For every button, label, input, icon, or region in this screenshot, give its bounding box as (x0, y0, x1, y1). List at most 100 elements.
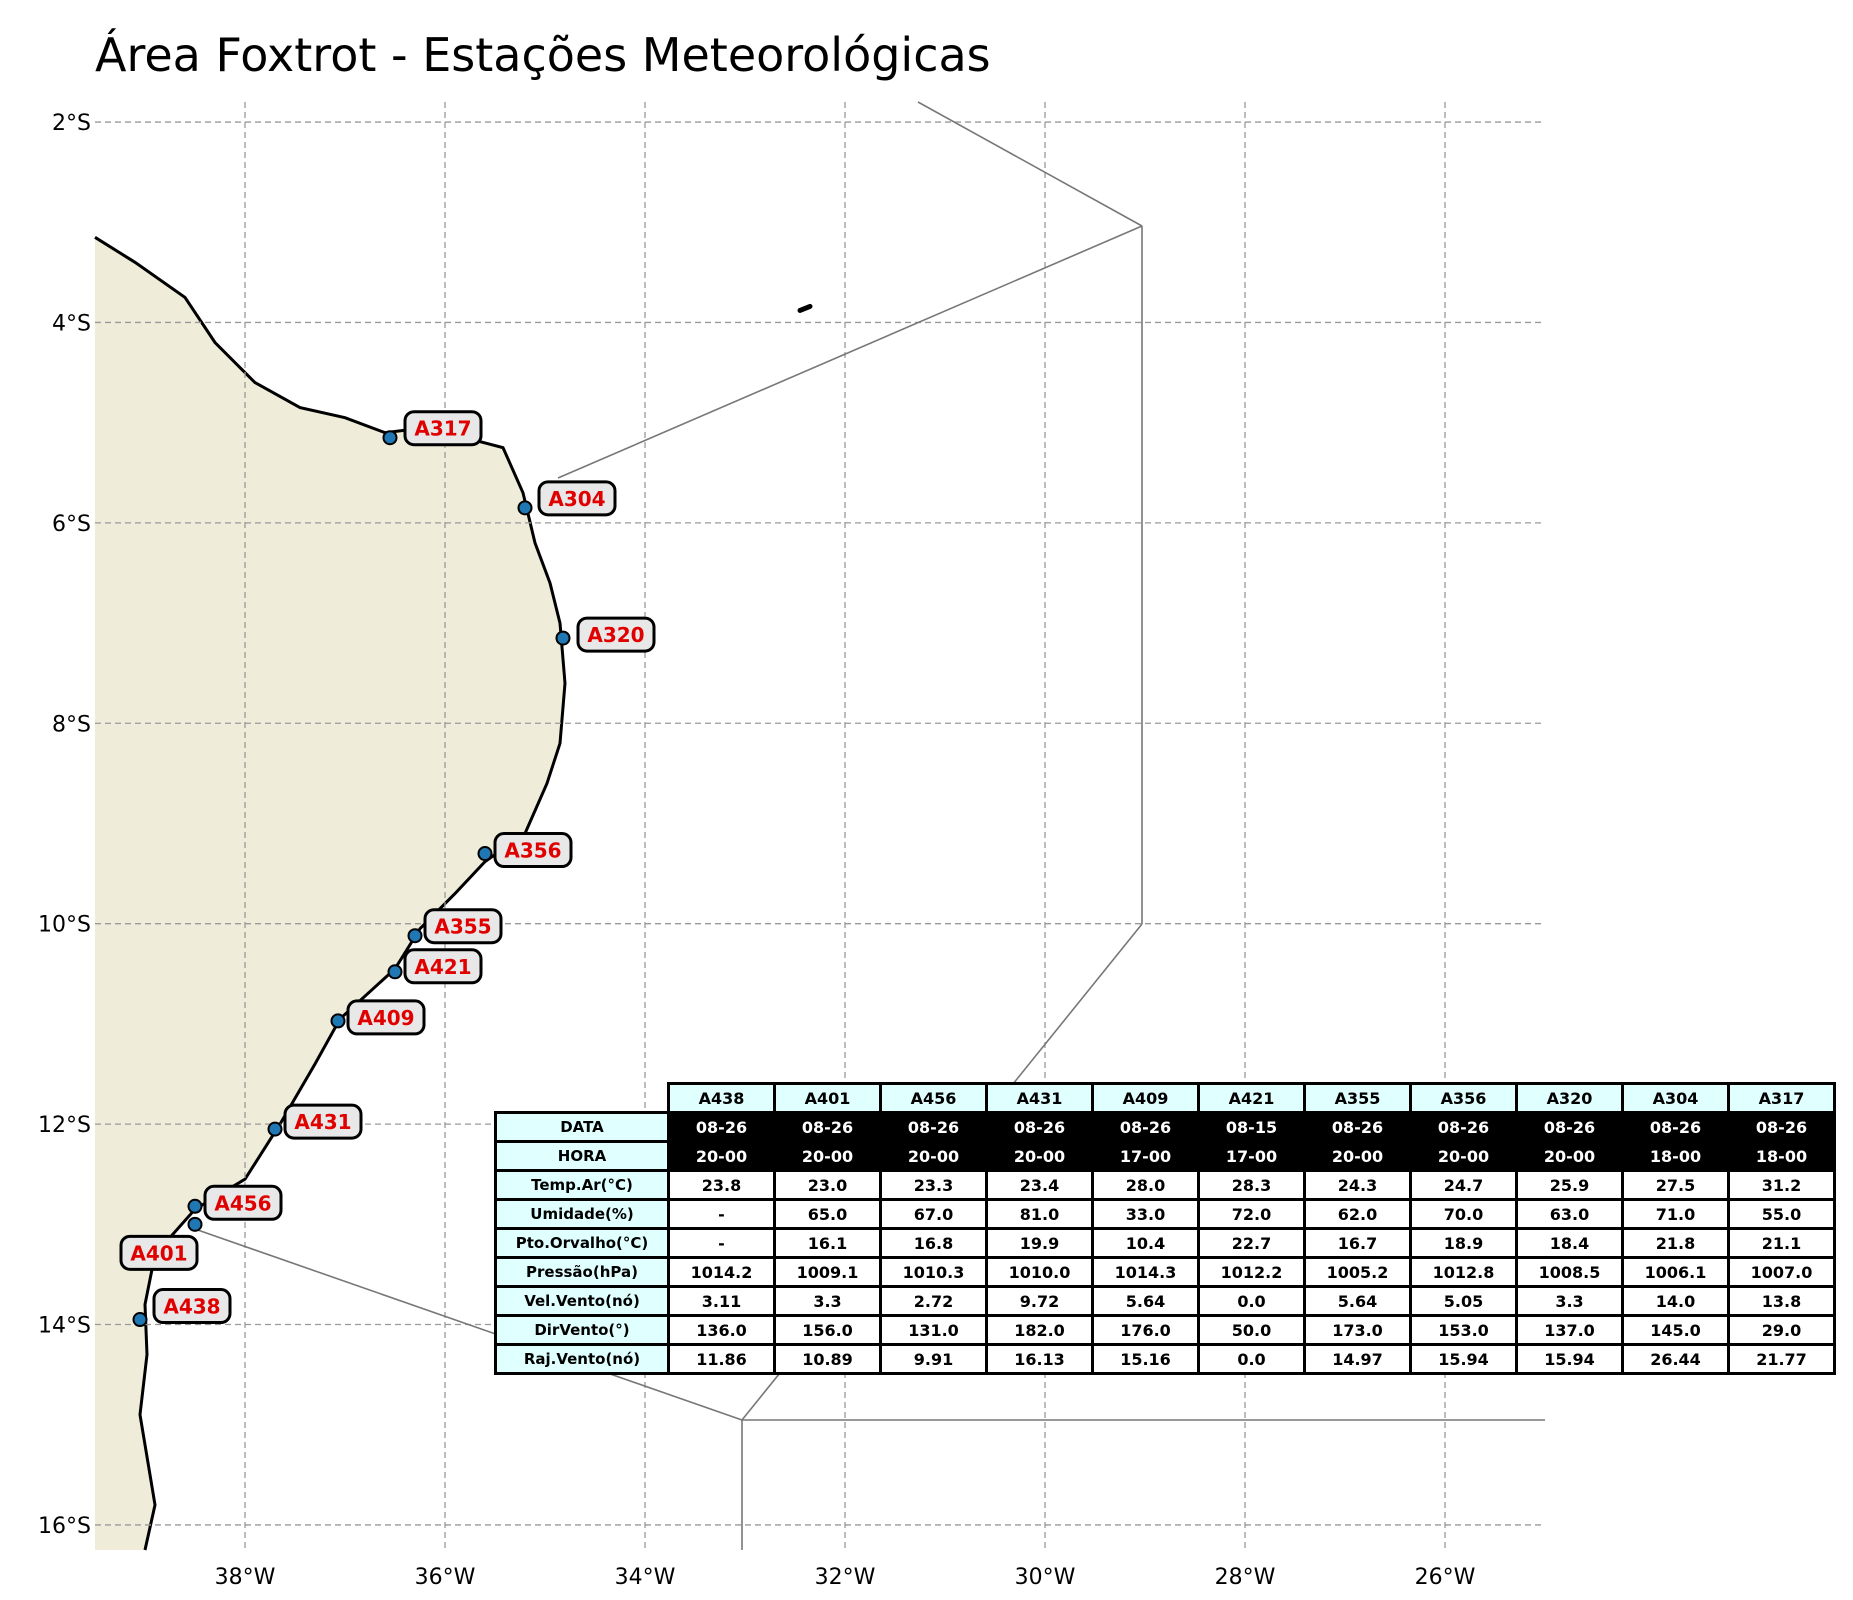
table-row: Temp.Ar(°C) 23.8 23.0 23.3 23.4 28.0 28.3 24.3 2… (494, 1169, 1836, 1201)
table-cell: 31.2 (1727, 1169, 1836, 1201)
table-cell: 3.3 (1515, 1285, 1624, 1317)
station-label-box (119, 1234, 199, 1271)
station-label: A438 (163, 1295, 220, 1319)
station-a421[interactable]: A421 (387, 948, 483, 985)
table-row: DirVento(°) 136.0 156.0 131.0 182.0 176.0 50.0… (494, 1314, 1836, 1346)
column-header: A355 (1303, 1082, 1412, 1114)
station-marker[interactable] (387, 964, 403, 980)
table-cell: 24.7 (1409, 1169, 1518, 1201)
table-cell: 29.0 (1727, 1314, 1836, 1346)
table-cell: 23.8 (667, 1169, 776, 1201)
station-marker[interactable] (555, 630, 571, 646)
station-marker[interactable] (187, 1216, 203, 1232)
station-data-table: A438 A401 A456 A431 A409 A421 A355 A356 A320 A304… (494, 1082, 1836, 1375)
station-a304[interactable]: A304 (517, 480, 617, 517)
table-cell: 16.13 (985, 1343, 1094, 1375)
table-cell: 1012.8 (1409, 1256, 1518, 1288)
station-marker[interactable] (132, 1312, 148, 1328)
station-label: A409 (357, 1006, 414, 1030)
table-cell: 136.0 (667, 1314, 776, 1346)
station-label: A304 (548, 487, 605, 511)
row-label: DirVento(°) (494, 1314, 670, 1346)
table-cell: 5.64 (1303, 1285, 1412, 1317)
page-title: Área Foxtrot - Estações Meteorológicas (95, 28, 991, 82)
table-cell: 17-00 (1091, 1140, 1200, 1172)
station-label: A401 (130, 1241, 187, 1265)
table-cell: 08-26 (1515, 1111, 1624, 1143)
lat-tick-label: 6°S (52, 512, 91, 537)
station-marker[interactable] (330, 1013, 346, 1029)
table-cell: 20-00 (1515, 1140, 1624, 1172)
station-marker[interactable] (267, 1121, 283, 1137)
lon-tick-label: 26°W (1415, 1565, 1476, 1590)
lon-tick-label: 32°W (815, 1565, 876, 1590)
table-cell: 13.8 (1727, 1285, 1836, 1317)
table-cell: 182.0 (985, 1314, 1094, 1346)
station-label: A431 (294, 1110, 351, 1134)
table-row: Umidade(%) -65.0 67.0 81.0 33.0 72.0 62.0 70.0 6… (494, 1198, 1836, 1230)
table-cell: 173.0 (1303, 1314, 1412, 1346)
station-marker[interactable] (477, 846, 493, 862)
lat-tick-label: 10°S (38, 913, 91, 938)
table-cell: 10.4 (1091, 1227, 1200, 1259)
lon-tick-label: 34°W (615, 1565, 676, 1590)
station-a356[interactable]: A356 (477, 832, 573, 869)
station-a320[interactable]: A320 (555, 616, 656, 653)
station-label-box (576, 616, 656, 653)
table-cell: 20-00 (1409, 1140, 1518, 1172)
station-marker[interactable] (187, 1198, 203, 1214)
station-a401[interactable]: A401 (119, 1216, 203, 1271)
station-a409[interactable]: A409 (330, 999, 426, 1036)
table-cell: 14.0 (1621, 1285, 1730, 1317)
row-label: Temp.Ar(°C) (494, 1169, 670, 1201)
station-label: A421 (414, 955, 471, 979)
table-cell: 153.0 (1409, 1314, 1518, 1346)
station-marker[interactable] (407, 928, 423, 944)
table-row: DATA 08-26 08-26 08-26 08-26 08-26 08-15 08-26 0… (494, 1111, 1836, 1143)
table-cell: 18-00 (1621, 1140, 1730, 1172)
table-cell: 08-26 (773, 1111, 882, 1143)
table-cell: 5.64 (1091, 1285, 1200, 1317)
table-cell: 08-26 (879, 1111, 988, 1143)
station-label-box (493, 832, 573, 869)
table-cell: 1005.2 (1303, 1256, 1412, 1288)
column-header: A304 (1621, 1082, 1730, 1114)
station-a431[interactable]: A431 (267, 1103, 363, 1140)
table-cell: 23.4 (985, 1169, 1094, 1201)
row-label: Raj.Vento(nó) (494, 1343, 670, 1375)
table-cell: 55.0 (1727, 1198, 1836, 1230)
table-cell: 08-26 (1621, 1111, 1730, 1143)
station-a317[interactable]: A317 (382, 410, 483, 447)
lat-tick-label: 16°S (38, 1514, 91, 1539)
station-marker[interactable] (517, 500, 533, 516)
table-cell: 71.0 (1621, 1198, 1730, 1230)
column-header: A320 (1515, 1082, 1624, 1114)
table-cell: 21.1 (1727, 1227, 1836, 1259)
table-cell: 16.8 (879, 1227, 988, 1259)
table-cell: 26.44 (1621, 1343, 1730, 1375)
table-cell: 50.0 (1197, 1314, 1306, 1346)
coastline (94, 236, 567, 1551)
table-cell: 1010.0 (985, 1256, 1094, 1288)
table-cell: 156.0 (773, 1314, 882, 1346)
station-marker[interactable] (382, 430, 398, 446)
table-cell: 9.72 (985, 1285, 1094, 1317)
station-markers[interactable]: A317 A304 A320 A356 A355 A421 A409 A431 A456 A401… (119, 410, 656, 1328)
row-label: Vel.Vento(nó) (494, 1285, 670, 1317)
axis-tick-labels: 2°S 4°S 6°S 8°S 10°S 12°S 14°S 16°S 38°W 36°W 34°W… (38, 111, 1476, 1590)
table-cell: 15.94 (1409, 1343, 1518, 1375)
table-cell: 1008.5 (1515, 1256, 1624, 1288)
station-a456[interactable]: A456 (187, 1184, 283, 1221)
table-cell: 20-00 (879, 1140, 988, 1172)
station-a438[interactable]: A438 (132, 1288, 232, 1328)
table-cell: 1009.1 (773, 1256, 882, 1288)
station-a355[interactable]: A355 (407, 908, 503, 945)
station-label-box (423, 908, 503, 945)
lat-tick-label: 8°S (52, 712, 91, 737)
table-cell: 23.3 (879, 1169, 988, 1201)
table-cell: 131.0 (879, 1314, 988, 1346)
table-cell: 15.16 (1091, 1343, 1200, 1375)
row-label: DATA (494, 1111, 670, 1143)
table-cell: 18.9 (1409, 1227, 1518, 1259)
